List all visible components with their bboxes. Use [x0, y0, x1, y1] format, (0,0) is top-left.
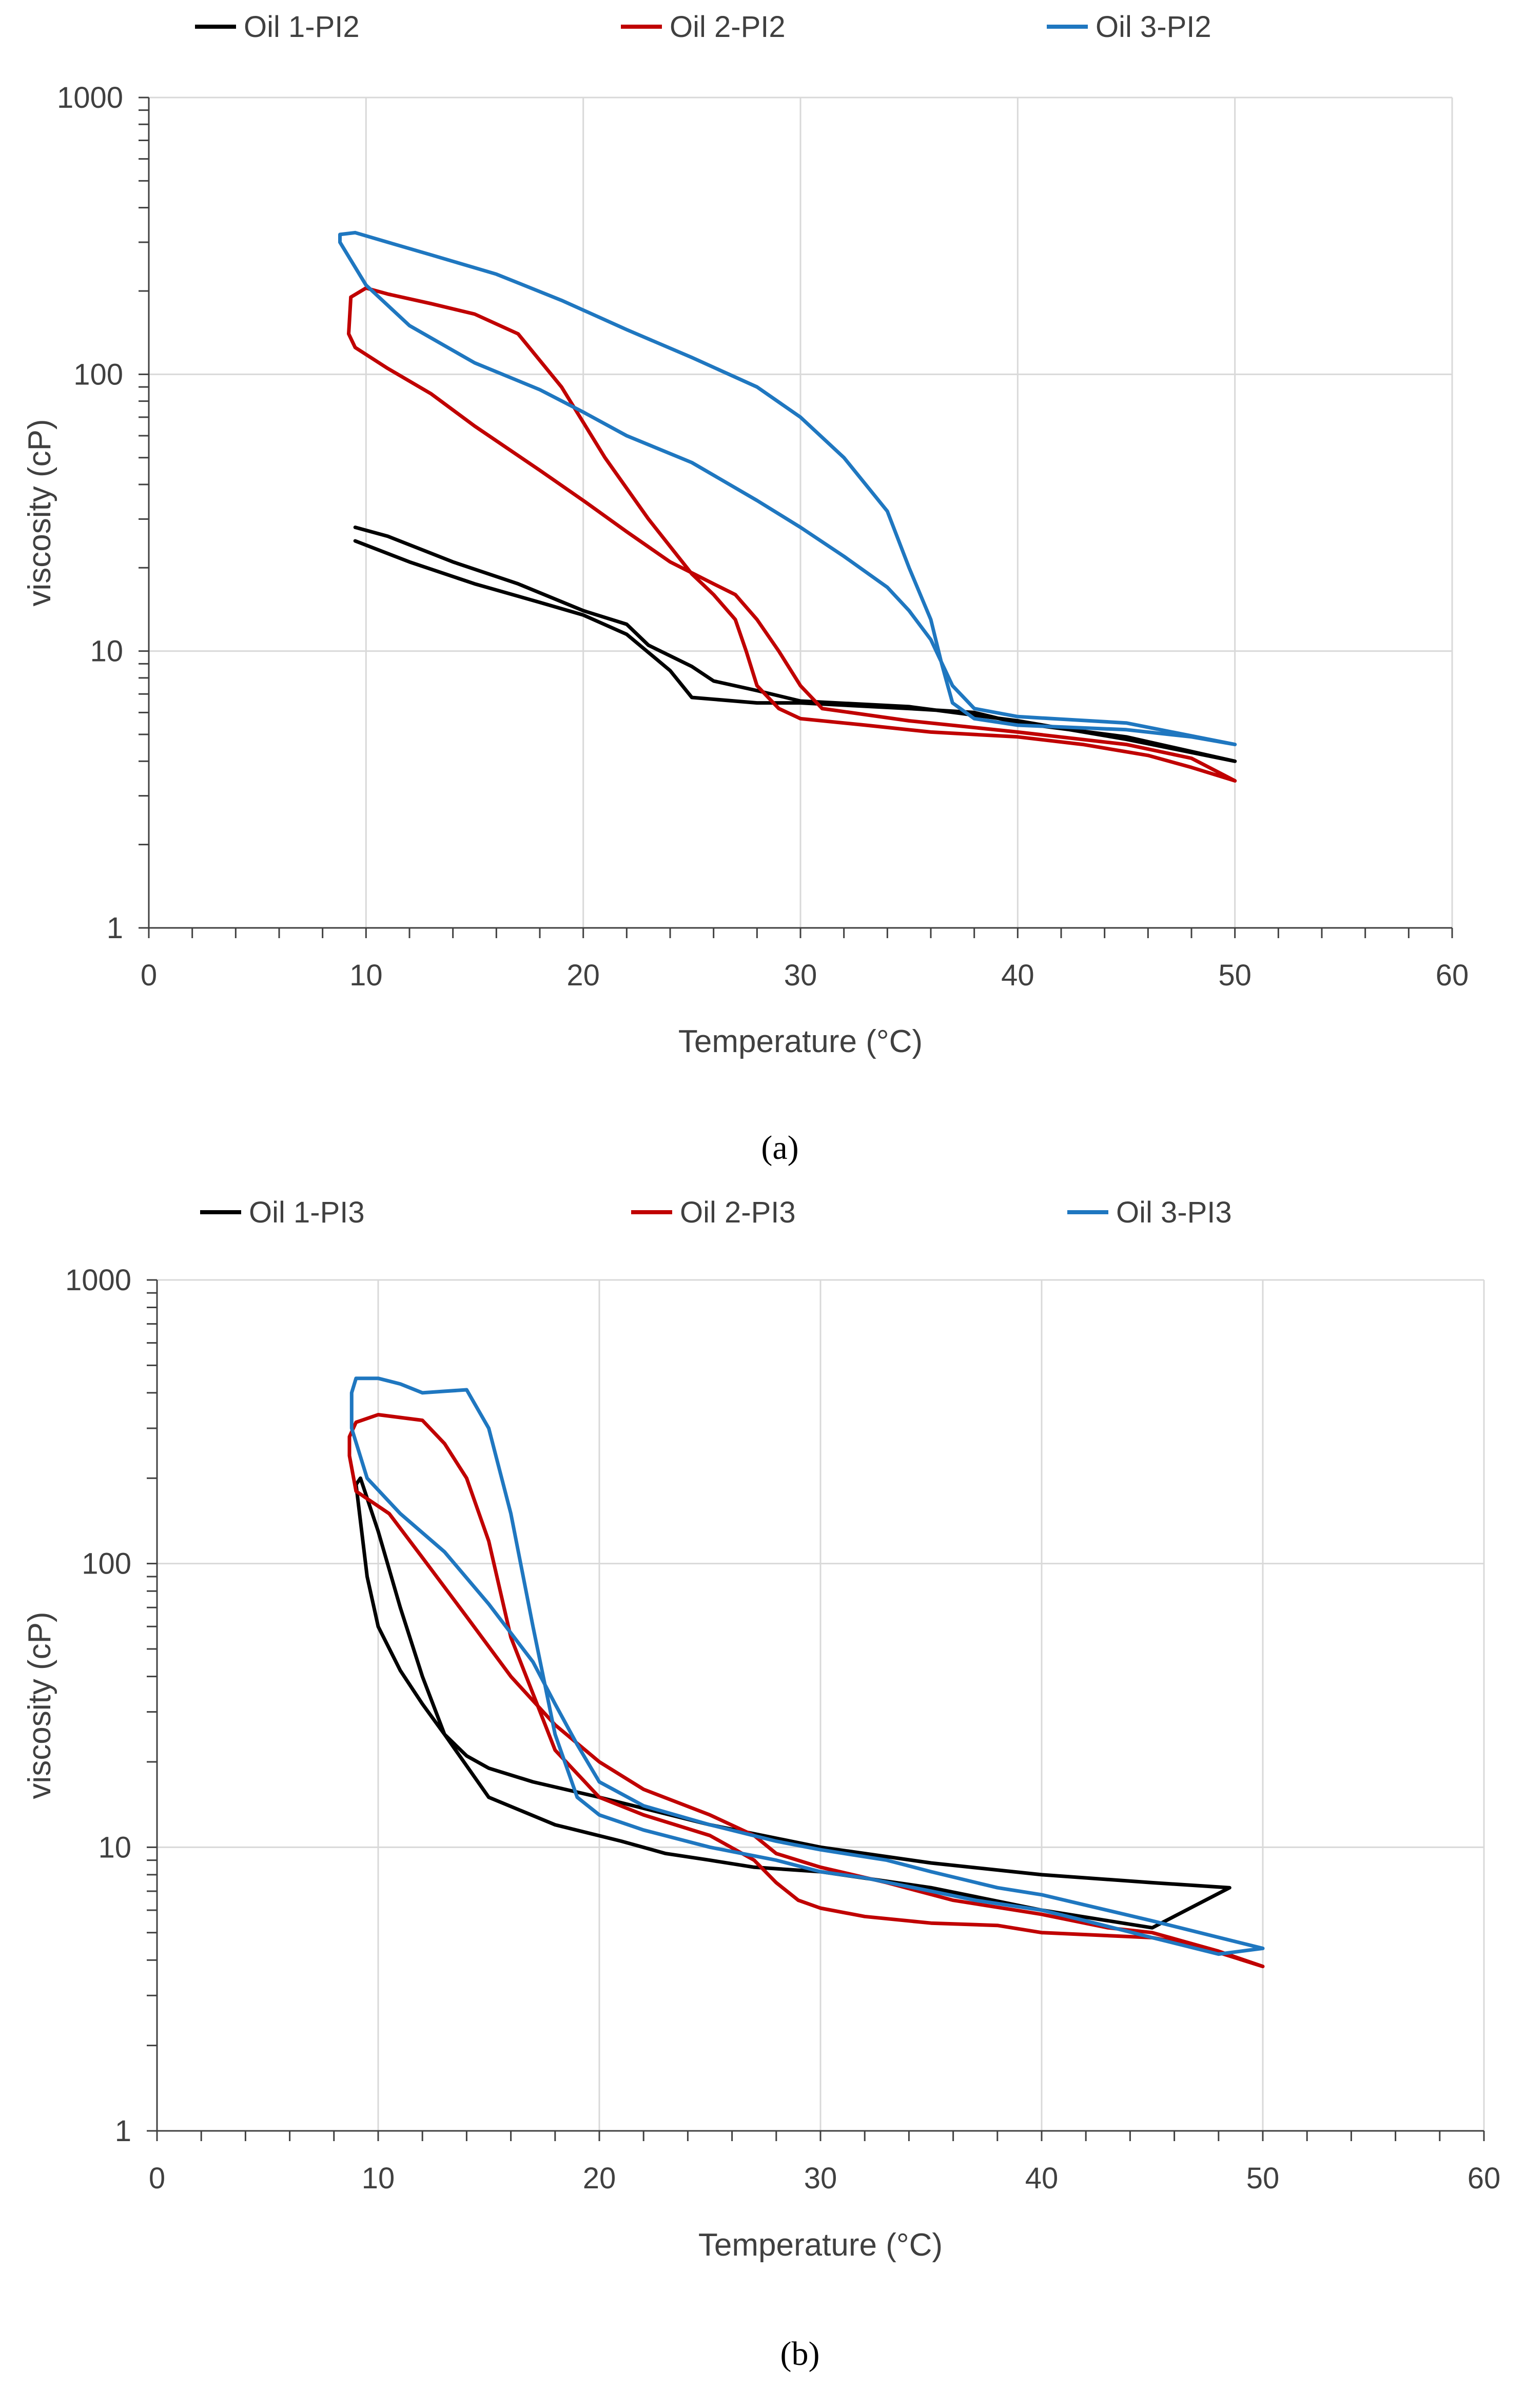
panel-b-x-tick-label: 60 — [1468, 2162, 1501, 2195]
panel-a-y-axis-title: viscosity (cP) — [22, 419, 57, 606]
panel-b-x-tick-label: 50 — [1246, 2162, 1280, 2195]
panel-a-x-tick-label: 10 — [349, 959, 383, 992]
panel-a-x-tick-label: 60 — [1436, 959, 1469, 992]
panel-a-caption: (a) — [761, 1129, 798, 1167]
panel-a-x-tick-label: 20 — [566, 959, 600, 992]
panel-a-series-line-3 — [338, 230, 1237, 747]
panel-a-y-tick-label: 1000 — [57, 81, 123, 114]
panel-b-y-tick-label: 1000 — [65, 1264, 131, 1297]
panel-b-legend-label-3: Oil 3-PI3 — [1116, 1196, 1232, 1229]
panel-b-x-tick-label: 10 — [362, 2162, 395, 2195]
panel-a-y-tick-label: 100 — [73, 358, 123, 391]
panel-b-legend-label-2: Oil 2-PI3 — [680, 1196, 796, 1229]
panel-a-series-line-2 — [347, 286, 1237, 783]
panel-a-x-axis-title: Temperature (°C) — [678, 1024, 923, 1059]
panel-a-x-tick-label: 50 — [1218, 959, 1252, 992]
panel-a-y-tick-label: 1 — [107, 911, 123, 945]
panel-b-x-tick-label: 30 — [804, 2162, 837, 2195]
panel-a-y-tick-label: 10 — [90, 635, 123, 668]
panel-b-x-axis-title: Temperature (°C) — [698, 2227, 943, 2263]
panel-b-x-tick-label: 20 — [583, 2162, 616, 2195]
panel-b-x-tick-label: 40 — [1025, 2162, 1059, 2195]
panel-b-legend-label-1: Oil 1-PI3 — [249, 1196, 365, 1229]
panel-a-legend-label-3: Oil 3-PI2 — [1096, 10, 1211, 44]
panel-b-series-line-1 — [354, 1476, 1231, 1930]
panel-a-legend-label-1: Oil 1-PI2 — [244, 10, 360, 44]
panel-a-legend-label-2: Oil 2-PI2 — [670, 10, 786, 44]
panel-b-caption: (b) — [780, 2335, 820, 2373]
panel-b-x-tick-label: 0 — [149, 2162, 165, 2195]
panel-b-y-tick-label: 100 — [82, 1547, 131, 1581]
panel-b-series-line-3 — [349, 1376, 1265, 1956]
panel-a-x-tick-label: 40 — [1001, 959, 1034, 992]
panel-b-y-tick-label: 1 — [115, 2114, 131, 2148]
panel-b-series-line-2 — [347, 1413, 1265, 1969]
panel-b-y-axis-title: viscosity (cP) — [22, 1611, 57, 1799]
panel-a-x-tick-label: 0 — [141, 959, 157, 992]
panel-b-y-tick-label: 10 — [98, 1831, 131, 1864]
panel-a-x-tick-label: 30 — [784, 959, 817, 992]
panel-a-series-line-1 — [353, 526, 1237, 763]
